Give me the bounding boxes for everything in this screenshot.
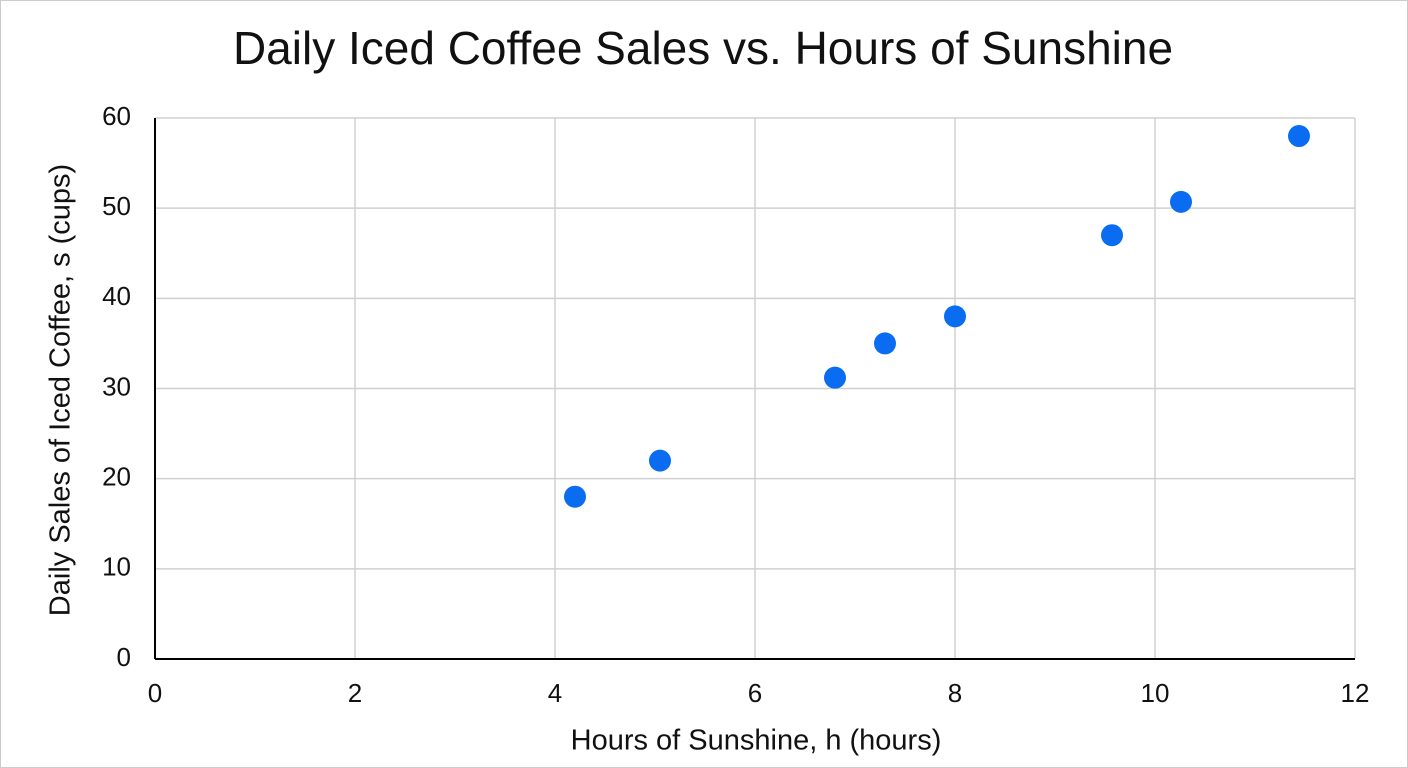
x-axis-label: Hours of Sunshine, h (hours) [571, 725, 942, 757]
y-tick-label: 50 [102, 191, 131, 221]
point [649, 449, 671, 472]
x-tick-label: 8 [948, 678, 962, 708]
chart-title: Daily Iced Coffee Sales vs. Hours of Sun… [233, 22, 1173, 74]
x-tick-label: 12 [1341, 678, 1370, 708]
point [1288, 125, 1310, 148]
point [944, 305, 966, 328]
y-tick-label: 20 [102, 462, 131, 492]
point [824, 366, 846, 389]
y-axis-label: Daily Sales of Iced Coffee, s (cups) [45, 164, 77, 616]
y-tick-label: 40 [102, 281, 131, 311]
point [1101, 224, 1123, 247]
x-tick-label: 6 [748, 678, 762, 708]
point [874, 332, 896, 355]
x-tick-label: 0 [148, 678, 162, 708]
y-tick-label: 60 [102, 101, 131, 131]
x-tick-label: 10 [1141, 678, 1170, 708]
y-tick-label: 10 [102, 552, 131, 582]
x-tick-label: 4 [548, 678, 562, 708]
y-tick-label: 30 [102, 371, 131, 401]
point [1170, 190, 1192, 213]
y-tick-label: 0 [117, 642, 131, 672]
point [564, 485, 586, 508]
x-tick-label: 2 [348, 678, 362, 708]
